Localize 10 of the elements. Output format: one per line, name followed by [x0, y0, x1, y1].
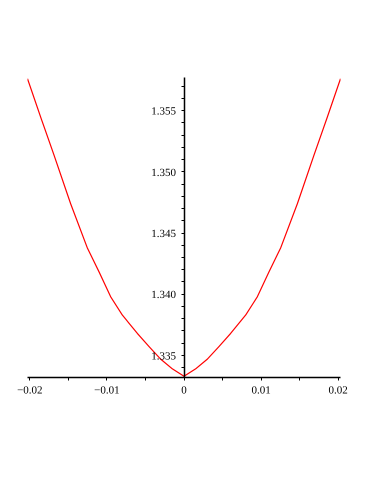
y-tick-label: 1.355 — [151, 106, 176, 118]
x-tick-label: 0 — [181, 384, 188, 396]
line-series — [28, 78, 340, 377]
y-tick-label: 1.350 — [151, 166, 176, 179]
x-tick-label: −0.02 — [17, 384, 43, 396]
x-tick-label: 0.02 — [328, 384, 348, 396]
y-tick-label: 1.345 — [151, 228, 176, 240]
y-tick-label: 1.340 — [151, 289, 176, 302]
x-tick-label: 0.01 — [251, 384, 271, 396]
x-tick-label: −0.01 — [94, 384, 120, 396]
